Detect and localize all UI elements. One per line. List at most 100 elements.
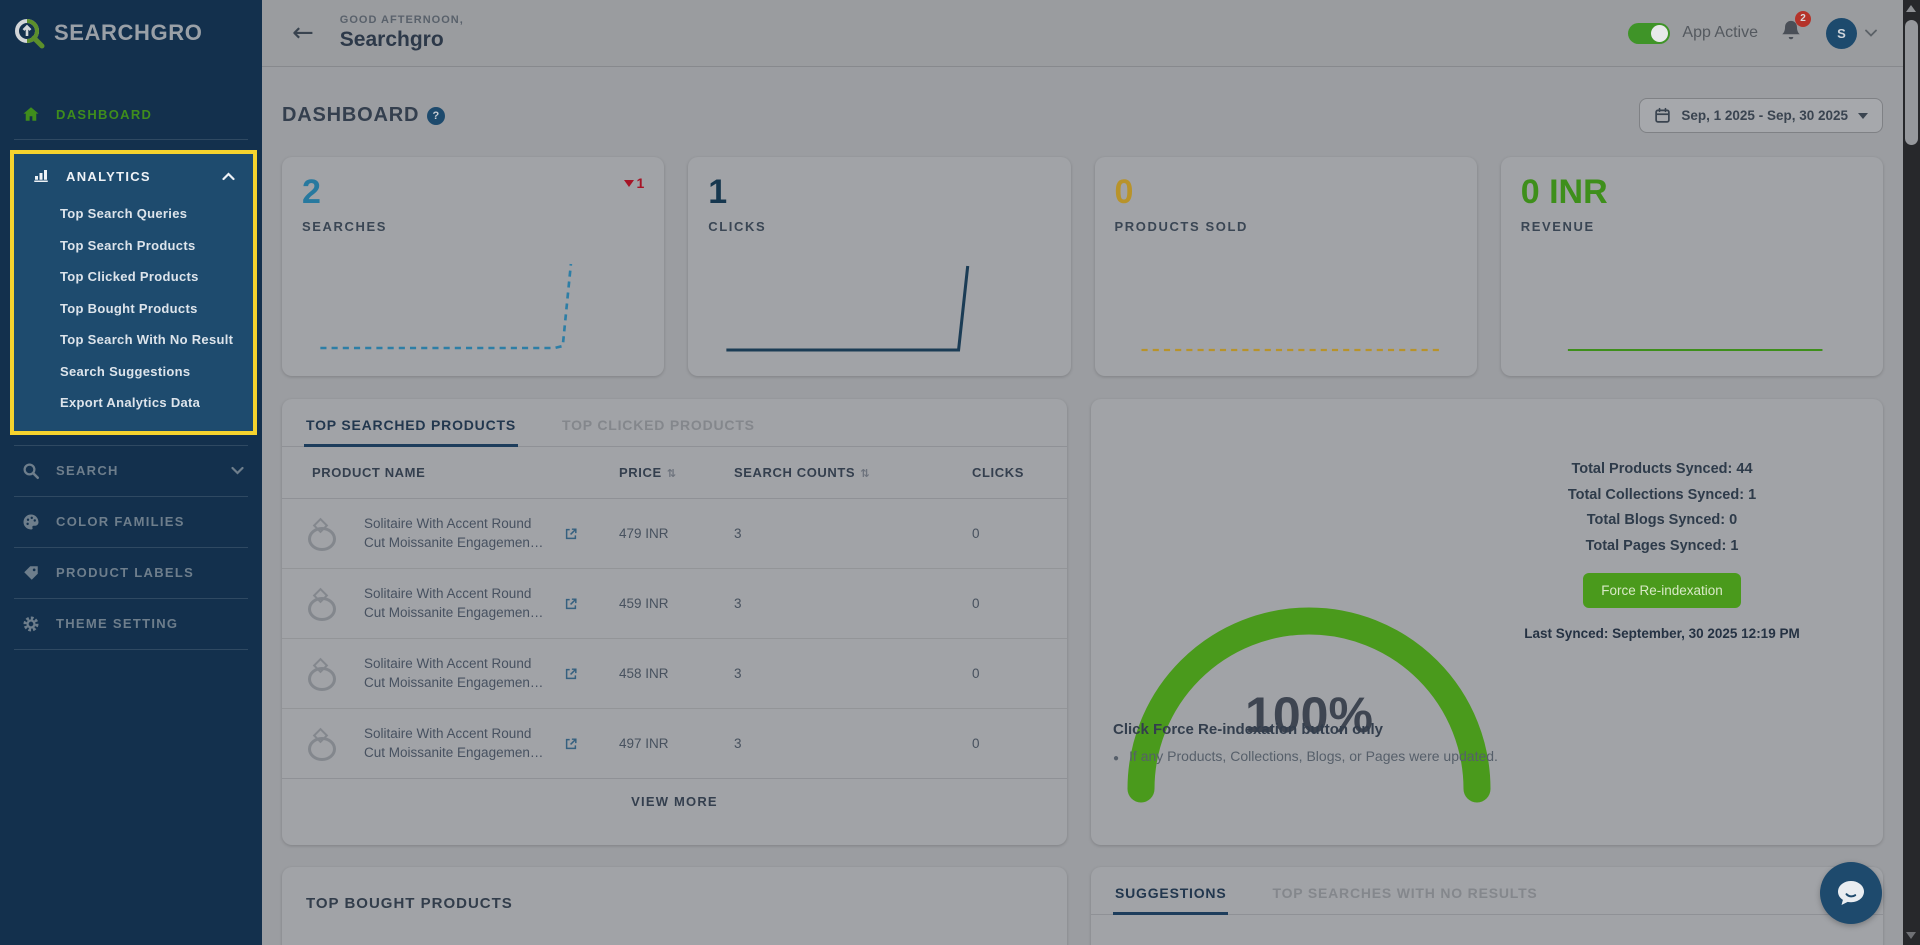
sidebar-item-color-families[interactable]: COLOR FAMILIES bbox=[0, 497, 262, 547]
sidebar-subitem-search-suggestions[interactable]: Search Suggestions bbox=[60, 363, 191, 379]
help-icon[interactable]: ? bbox=[427, 106, 446, 125]
product-search-count: 3 bbox=[734, 666, 742, 681]
chat-widget-button[interactable] bbox=[1820, 862, 1882, 924]
tab-top-clicked-products[interactable]: TOP CLICKED PRODUCTS bbox=[561, 417, 755, 433]
product-clicks: 0 bbox=[972, 596, 980, 611]
products-sold-value: 0 bbox=[1114, 173, 1134, 211]
col-search-counts: SEARCH COUNTS ⇅ bbox=[734, 465, 871, 480]
gear-icon bbox=[22, 615, 40, 633]
sidebar-subitem-top-search-no-result[interactable]: Top Search With No Result bbox=[60, 332, 234, 347]
sidebar-subitem-top-bought-products[interactable]: Top Bought Products bbox=[60, 300, 198, 316]
stat-card-clicks: 1 CLICKS bbox=[688, 157, 1071, 376]
top-products-panel: TOP SEARCHED PRODUCTS TOP CLICKED PRODUC… bbox=[282, 399, 1067, 845]
table-row: Solitaire With Accent Round Cut Moissani… bbox=[282, 709, 1067, 779]
back-arrow-icon[interactable]: ← bbox=[292, 18, 314, 48]
col-product-name: PRODUCT NAME bbox=[312, 465, 426, 480]
sync-status-panel: 100% Total Products Synced: 44 Total Col… bbox=[1091, 399, 1883, 845]
sidebar-item-label: SEARCH bbox=[56, 463, 119, 478]
bullet-icon: ● bbox=[1113, 753, 1120, 764]
account-chevron-down-icon[interactable] bbox=[1865, 29, 1877, 37]
view-more-button[interactable]: VIEW MORE bbox=[631, 794, 718, 809]
date-range-text: Sep, 1 2025 - Sep, 30 2025 bbox=[1681, 108, 1848, 123]
avatar[interactable]: S bbox=[1826, 17, 1857, 49]
sidebar-item-analytics[interactable]: ANALYTICS bbox=[14, 154, 253, 198]
external-link-icon[interactable] bbox=[564, 527, 578, 541]
external-link-icon[interactable] bbox=[564, 737, 578, 751]
logo[interactable]: SEARCHGRO bbox=[0, 0, 262, 49]
product-price: 458 INR bbox=[619, 666, 669, 681]
sync-totals: Total Products Synced: 44 Total Collecti… bbox=[1467, 457, 1857, 641]
tab-suggestions[interactable]: SUGGESTIONS bbox=[1113, 867, 1229, 915]
sidebar-subitem-top-search-products[interactable]: Top Search Products bbox=[60, 237, 196, 253]
sidebar-subitem-top-search-queries[interactable]: Top Search Queries bbox=[60, 206, 188, 221]
account-name: Searchgro bbox=[339, 28, 444, 51]
sidebar-item-label: PRODUCT LABELS bbox=[56, 565, 195, 580]
stat-card-searches: 2 1 SEARCHES bbox=[282, 157, 665, 376]
external-link-icon[interactable] bbox=[564, 667, 578, 681]
scrollbar-thumb[interactable] bbox=[1905, 20, 1918, 145]
divider bbox=[14, 546, 248, 548]
chevron-down-icon bbox=[231, 466, 244, 475]
sidebar-subitem-export-analytics-data[interactable]: Export Analytics Data bbox=[60, 395, 201, 410]
table-header: PRODUCT NAME PRICE ⇅ SEARCH COUNTS ⇅ CLICK… bbox=[282, 447, 1067, 499]
top-header: ← GOOD AFTERNOON, Searchgro App Active 2… bbox=[262, 0, 1903, 67]
bell-icon bbox=[1780, 19, 1802, 43]
total-collections-synced: Total Collections Synced: 1 bbox=[1567, 486, 1757, 503]
triangle-down-icon bbox=[624, 179, 635, 187]
tab-top-searches-no-results[interactable]: TOP SEARCHES WITH NO RESULTS bbox=[1272, 885, 1538, 901]
total-products-synced: Total Products Synced: 44 bbox=[1571, 461, 1753, 477]
product-price: 459 INR bbox=[619, 596, 669, 611]
analytics-tour-highlight: ANALYTICS Top Search Queries Top Search … bbox=[10, 150, 257, 435]
caret-down-icon bbox=[1858, 112, 1868, 119]
product-clicks: 0 bbox=[972, 666, 980, 681]
divider bbox=[14, 597, 248, 599]
scrollbar-up-arrow[interactable] bbox=[1906, 5, 1916, 12]
app-active-toggle[interactable] bbox=[1628, 22, 1671, 44]
search-icon bbox=[22, 462, 40, 480]
product-name: Solitaire With Accent Round Cut Moissani… bbox=[364, 586, 544, 620]
suggestions-tabs: SUGGESTIONS TOP SEARCHES WITH NO RESULTS bbox=[1091, 867, 1883, 915]
product-search-count: 3 bbox=[734, 736, 742, 751]
sidebar-item-label: ANALYTICS bbox=[66, 168, 151, 184]
sync-note-item: ● If any Products, Collections, Blogs, or… bbox=[1113, 748, 1498, 764]
stat-card-products-sold: 0 PRODUCTS SOLD bbox=[1094, 157, 1477, 376]
product-name: Solitaire With Accent Round Cut Moissani… bbox=[364, 726, 544, 760]
notifications-button[interactable]: 2 bbox=[1780, 10, 1811, 48]
scrollbar-down-arrow[interactable] bbox=[1906, 932, 1916, 939]
chevron-up-icon bbox=[222, 171, 235, 181]
product-name: Solitaire With Accent Round Cut Moissani… bbox=[364, 516, 544, 550]
revenue-value: 0 INR bbox=[1520, 173, 1608, 211]
divider bbox=[14, 648, 248, 650]
sidebar-item-theme-setting[interactable]: THEME SETTING bbox=[0, 599, 262, 649]
table-row: Solitaire With Accent Round Cut Moissani… bbox=[282, 569, 1067, 639]
tag-icon bbox=[22, 564, 40, 582]
sidebar-item-dashboard[interactable]: DASHBOARD bbox=[0, 89, 262, 139]
date-range-picker[interactable]: Sep, 1 2025 - Sep, 30 2025 bbox=[1639, 98, 1883, 133]
clicks-value: 1 bbox=[708, 173, 728, 211]
clicks-label: CLICKS bbox=[708, 219, 767, 234]
home-icon bbox=[22, 105, 40, 123]
force-reindexation-button[interactable]: Force Re-indexation bbox=[1583, 573, 1741, 608]
calendar-icon bbox=[1654, 107, 1671, 124]
palette-icon bbox=[22, 513, 40, 531]
sidebar-item-label: DASHBOARD bbox=[56, 106, 153, 122]
revenue-sparkline bbox=[1519, 250, 1865, 362]
searches-sparkline bbox=[300, 250, 646, 362]
table-row: Solitaire With Accent Round Cut Moissani… bbox=[282, 639, 1067, 709]
greeting-text: GOOD AFTERNOON, bbox=[339, 14, 464, 26]
sidebar-item-product-labels[interactable]: PRODUCT LABELS bbox=[0, 548, 262, 598]
tab-top-searched-products[interactable]: TOP SEARCHED PRODUCTS bbox=[304, 399, 518, 447]
stat-card-revenue: 0 INR REVENUE bbox=[1500, 157, 1883, 376]
sort-icon[interactable]: ⇅ bbox=[860, 467, 871, 480]
greeting-block: GOOD AFTERNOON, Searchgro bbox=[340, 14, 464, 52]
logo-text: SEARCHGRO bbox=[54, 20, 203, 45]
product-search-count: 3 bbox=[734, 596, 742, 611]
sort-icon[interactable]: ⇅ bbox=[666, 467, 677, 480]
sidebar-item-search[interactable]: SEARCH bbox=[0, 446, 262, 496]
top-bought-products-panel: TOP BOUGHT PRODUCTS bbox=[282, 867, 1067, 945]
external-link-icon[interactable] bbox=[564, 597, 578, 611]
table-row: Solitaire With Accent Round Cut Moissani… bbox=[282, 499, 1067, 569]
sidebar-item-label: THEME SETTING bbox=[56, 616, 179, 631]
sidebar-item-label: COLOR FAMILIES bbox=[56, 514, 185, 529]
sidebar-subitem-top-clicked-products[interactable]: Top Clicked Products bbox=[60, 269, 199, 284]
